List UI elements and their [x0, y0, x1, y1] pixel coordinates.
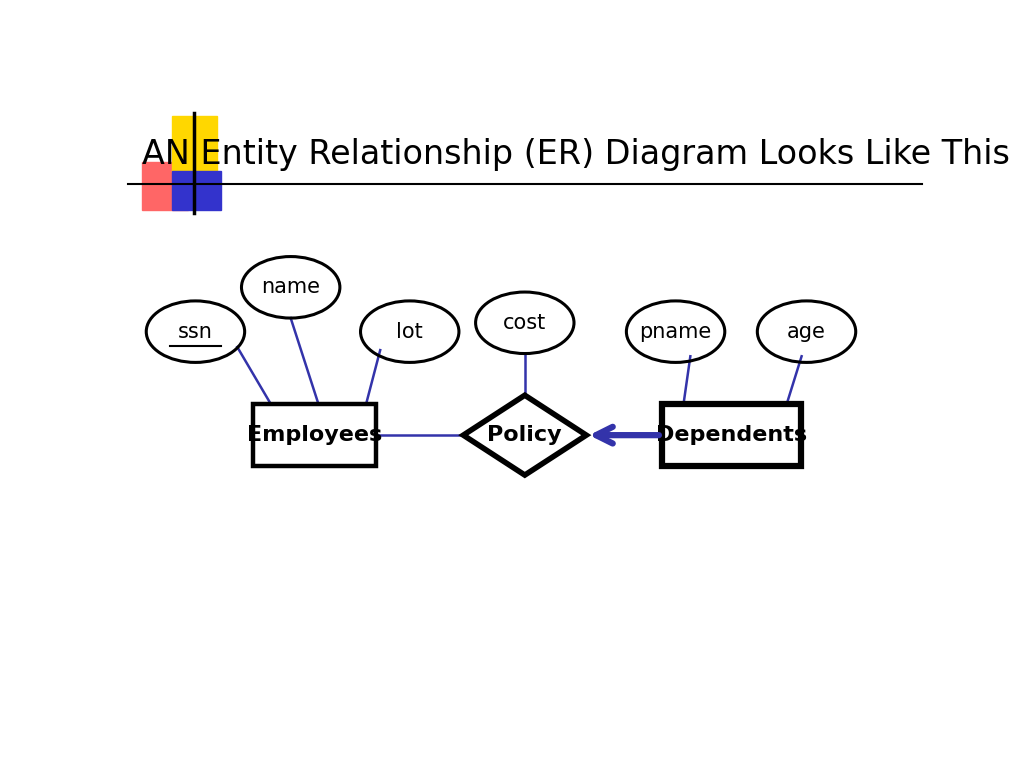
Text: lot: lot — [396, 322, 423, 342]
Bar — [172, 116, 217, 172]
Text: AN Entity Relationship (ER) Diagram Looks Like This: AN Entity Relationship (ER) Diagram Look… — [142, 137, 1011, 170]
Text: Dependents: Dependents — [655, 425, 807, 445]
Bar — [253, 404, 376, 466]
Text: Policy: Policy — [487, 425, 562, 445]
Text: ssn: ssn — [178, 322, 213, 342]
Text: name: name — [261, 277, 321, 297]
Text: age: age — [787, 322, 826, 342]
Text: cost: cost — [503, 313, 547, 333]
Bar — [662, 404, 801, 466]
Bar — [142, 162, 187, 210]
Bar — [172, 170, 221, 210]
Polygon shape — [463, 396, 587, 475]
Text: pname: pname — [639, 322, 712, 342]
Text: Employees: Employees — [247, 425, 382, 445]
